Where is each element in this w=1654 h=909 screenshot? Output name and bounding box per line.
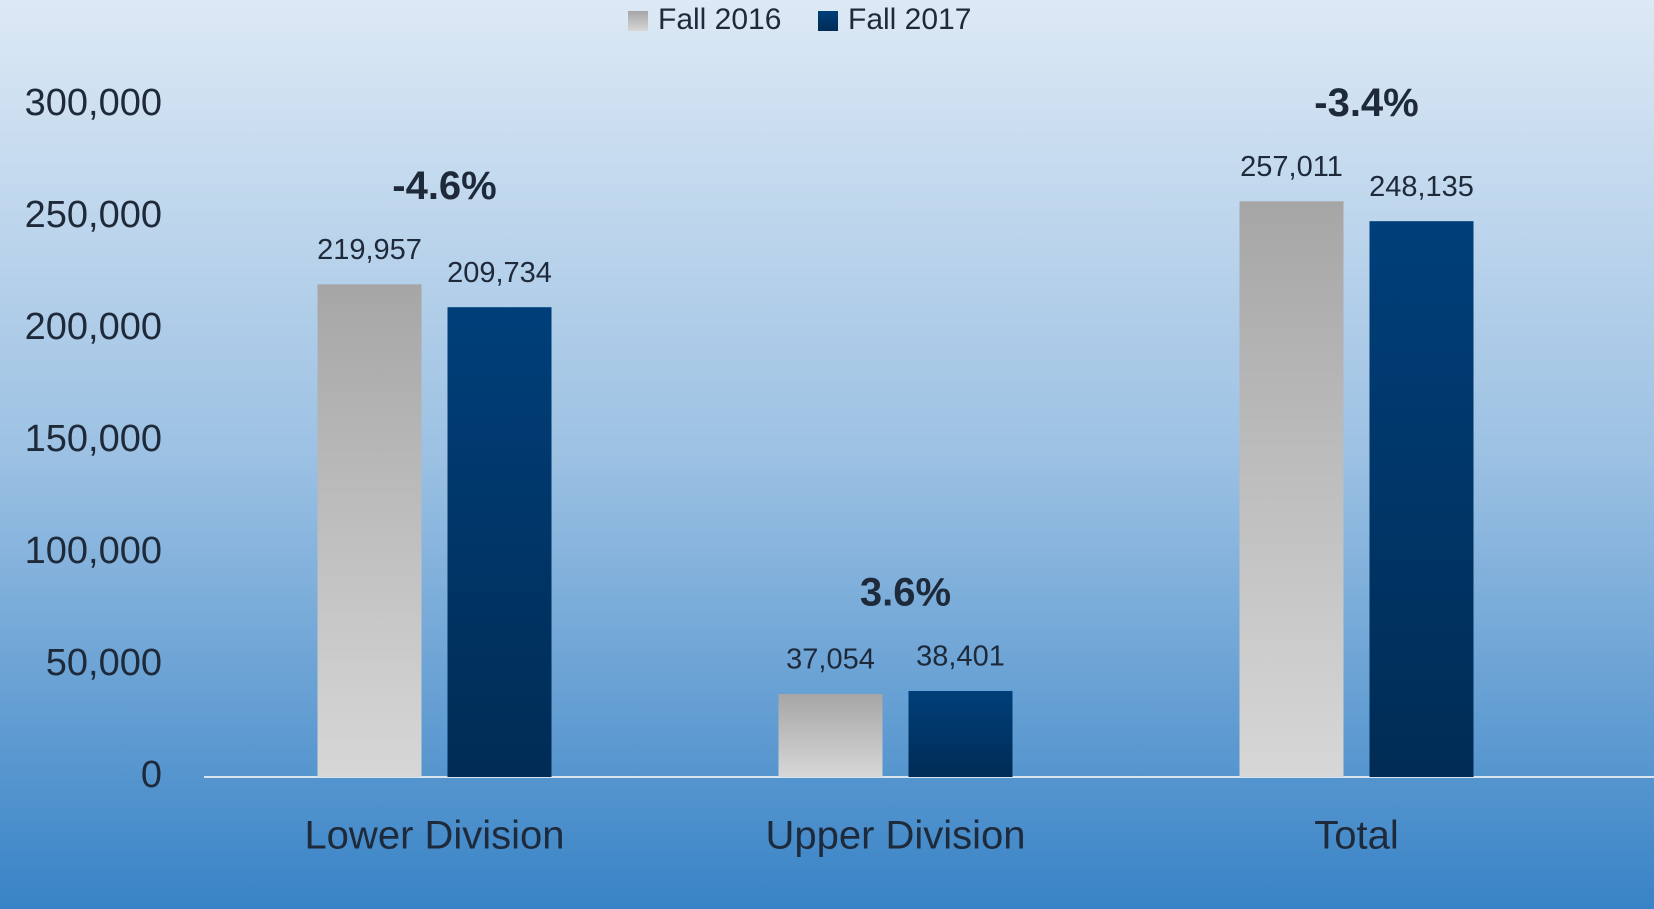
y-tick-label: 300,000 bbox=[25, 82, 162, 124]
bar bbox=[908, 690, 1013, 777]
bar bbox=[1239, 201, 1344, 778]
value-label: 209,734 bbox=[447, 257, 552, 289]
y-tick-label: 150,000 bbox=[25, 418, 162, 460]
bar bbox=[1369, 221, 1474, 777]
bar bbox=[317, 284, 422, 777]
value-label: 37,054 bbox=[786, 644, 875, 676]
value-label: 257,011 bbox=[1240, 151, 1343, 183]
y-tick-label: 200,000 bbox=[25, 306, 162, 348]
y-tick-label: 50,000 bbox=[46, 642, 162, 684]
bar bbox=[447, 307, 552, 777]
x-tick-label: Upper Division bbox=[765, 814, 1025, 858]
legend-label: Fall 2017 bbox=[848, 3, 971, 36]
value-label: 38,401 bbox=[916, 641, 1005, 673]
value-label: 248,135 bbox=[1369, 171, 1474, 203]
x-tick-label: Lower Division bbox=[304, 814, 564, 858]
bar bbox=[778, 693, 883, 777]
y-tick-label: 100,000 bbox=[25, 530, 162, 572]
legend-label: Fall 2016 bbox=[658, 3, 781, 36]
legend-swatch bbox=[628, 11, 648, 31]
y-tick-label: 250,000 bbox=[25, 194, 162, 236]
annotation: -4.6% bbox=[392, 164, 497, 208]
value-label: 219,957 bbox=[317, 234, 422, 266]
legend-swatch bbox=[818, 11, 838, 31]
annotation: -3.4% bbox=[1314, 81, 1419, 125]
x-tick-label: Total bbox=[1314, 814, 1399, 858]
annotation: 3.6% bbox=[860, 571, 951, 615]
y-tick-label: 0 bbox=[141, 754, 162, 796]
